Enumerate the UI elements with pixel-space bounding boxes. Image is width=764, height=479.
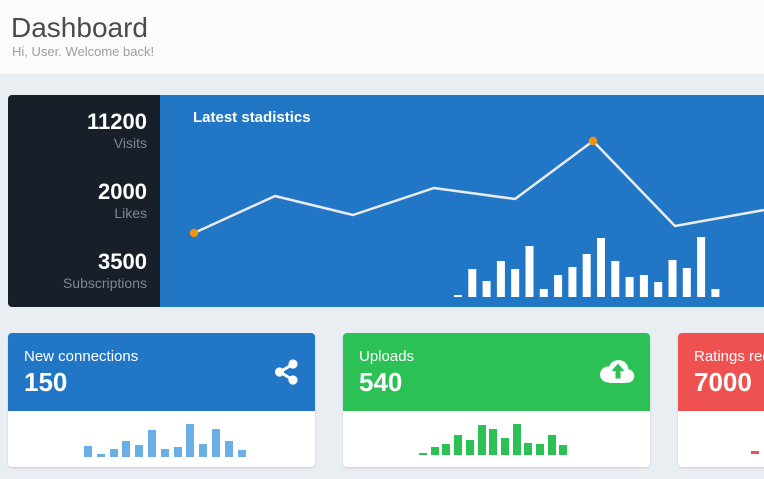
- new-connections-label: New connections: [24, 348, 139, 365]
- subscriptions-value: 3500: [98, 249, 147, 274]
- mini-bar: [419, 453, 427, 455]
- ratings-card-header: Ratings received 7000: [678, 333, 764, 411]
- new-connections-card-body: [8, 411, 315, 467]
- cloud-upload-icon[interactable]: [599, 359, 635, 384]
- mini-bar: [109, 449, 118, 457]
- mini-bar: [465, 440, 474, 455]
- mini-bar: [135, 445, 144, 457]
- mini-bar: [559, 445, 568, 455]
- ratings-mini-chart: [678, 411, 764, 467]
- stat-likes: 2000 Likes: [21, 180, 147, 223]
- uploads-card: Uploads 540: [343, 333, 650, 467]
- mini-bar: [430, 447, 439, 455]
- page-header: Dashboard Hi, User. Welcome back!: [0, 0, 764, 75]
- ratings-card-body: [678, 411, 764, 467]
- page-subtitle: Hi, User. Welcome back!: [12, 44, 155, 59]
- stat-visits: 11200 Visits: [21, 110, 147, 153]
- mini-bar: [186, 424, 195, 457]
- mini-bar: [148, 430, 156, 457]
- mini-bar: [160, 449, 169, 457]
- page-title: Dashboard: [11, 12, 148, 43]
- mini-bar: [173, 447, 182, 457]
- mini-bar: [454, 435, 463, 455]
- uploads-mini-chart: [343, 411, 650, 467]
- cloud-arrow: [611, 363, 625, 371]
- stat-subscriptions: 3500 Subscriptions: [21, 250, 147, 293]
- uploads-card-body: [343, 411, 650, 467]
- mini-bar: [512, 424, 521, 455]
- mini-bar: [237, 450, 246, 457]
- visits-value: 11200: [87, 109, 147, 134]
- uploads-value: 540: [359, 367, 403, 397]
- mini-bar: [524, 443, 533, 455]
- mini-bar: [751, 451, 759, 454]
- mini-bar: [442, 444, 451, 455]
- mini-bar: [96, 454, 105, 457]
- likes-value: 2000: [98, 179, 147, 204]
- latest-statistics-panel: Latest stadistics: [160, 95, 764, 307]
- mini-bar: [84, 446, 92, 457]
- new-connections-card: New connections 150: [8, 333, 315, 467]
- stats-summary-panel: 11200 Visits 2000 Likes 3500 Subscriptio…: [8, 95, 160, 307]
- new-connections-value: 150: [24, 367, 68, 397]
- mini-bar: [477, 425, 486, 455]
- statistics-chart: [189, 136, 764, 297]
- new-connections-mini-chart: [8, 411, 315, 467]
- mini-bar: [212, 429, 220, 457]
- mini-bar: [224, 441, 233, 457]
- mini-bar: [500, 438, 509, 455]
- new-connections-card-header: New connections 150: [8, 333, 315, 411]
- mini-bar: [489, 429, 498, 455]
- cloud-arrow-shaft: [615, 370, 621, 379]
- visits-label: Visits: [113, 135, 147, 151]
- ratings-card: Ratings received 7000: [678, 333, 764, 467]
- uploads-card-header: Uploads 540: [343, 333, 650, 411]
- ratings-value: 7000: [694, 367, 752, 397]
- ratings-label: Ratings received: [694, 348, 764, 365]
- mini-bar: [547, 435, 556, 455]
- uploads-label: Uploads: [359, 348, 415, 365]
- subscriptions-label: Subscriptions: [62, 275, 147, 291]
- share-icon[interactable]: [273, 357, 300, 387]
- mini-bar: [199, 444, 208, 457]
- statistics-panel-title: Latest stadistics: [193, 109, 311, 126]
- mini-bar: [536, 444, 544, 455]
- likes-label: Likes: [114, 205, 147, 221]
- mini-bar: [122, 441, 131, 457]
